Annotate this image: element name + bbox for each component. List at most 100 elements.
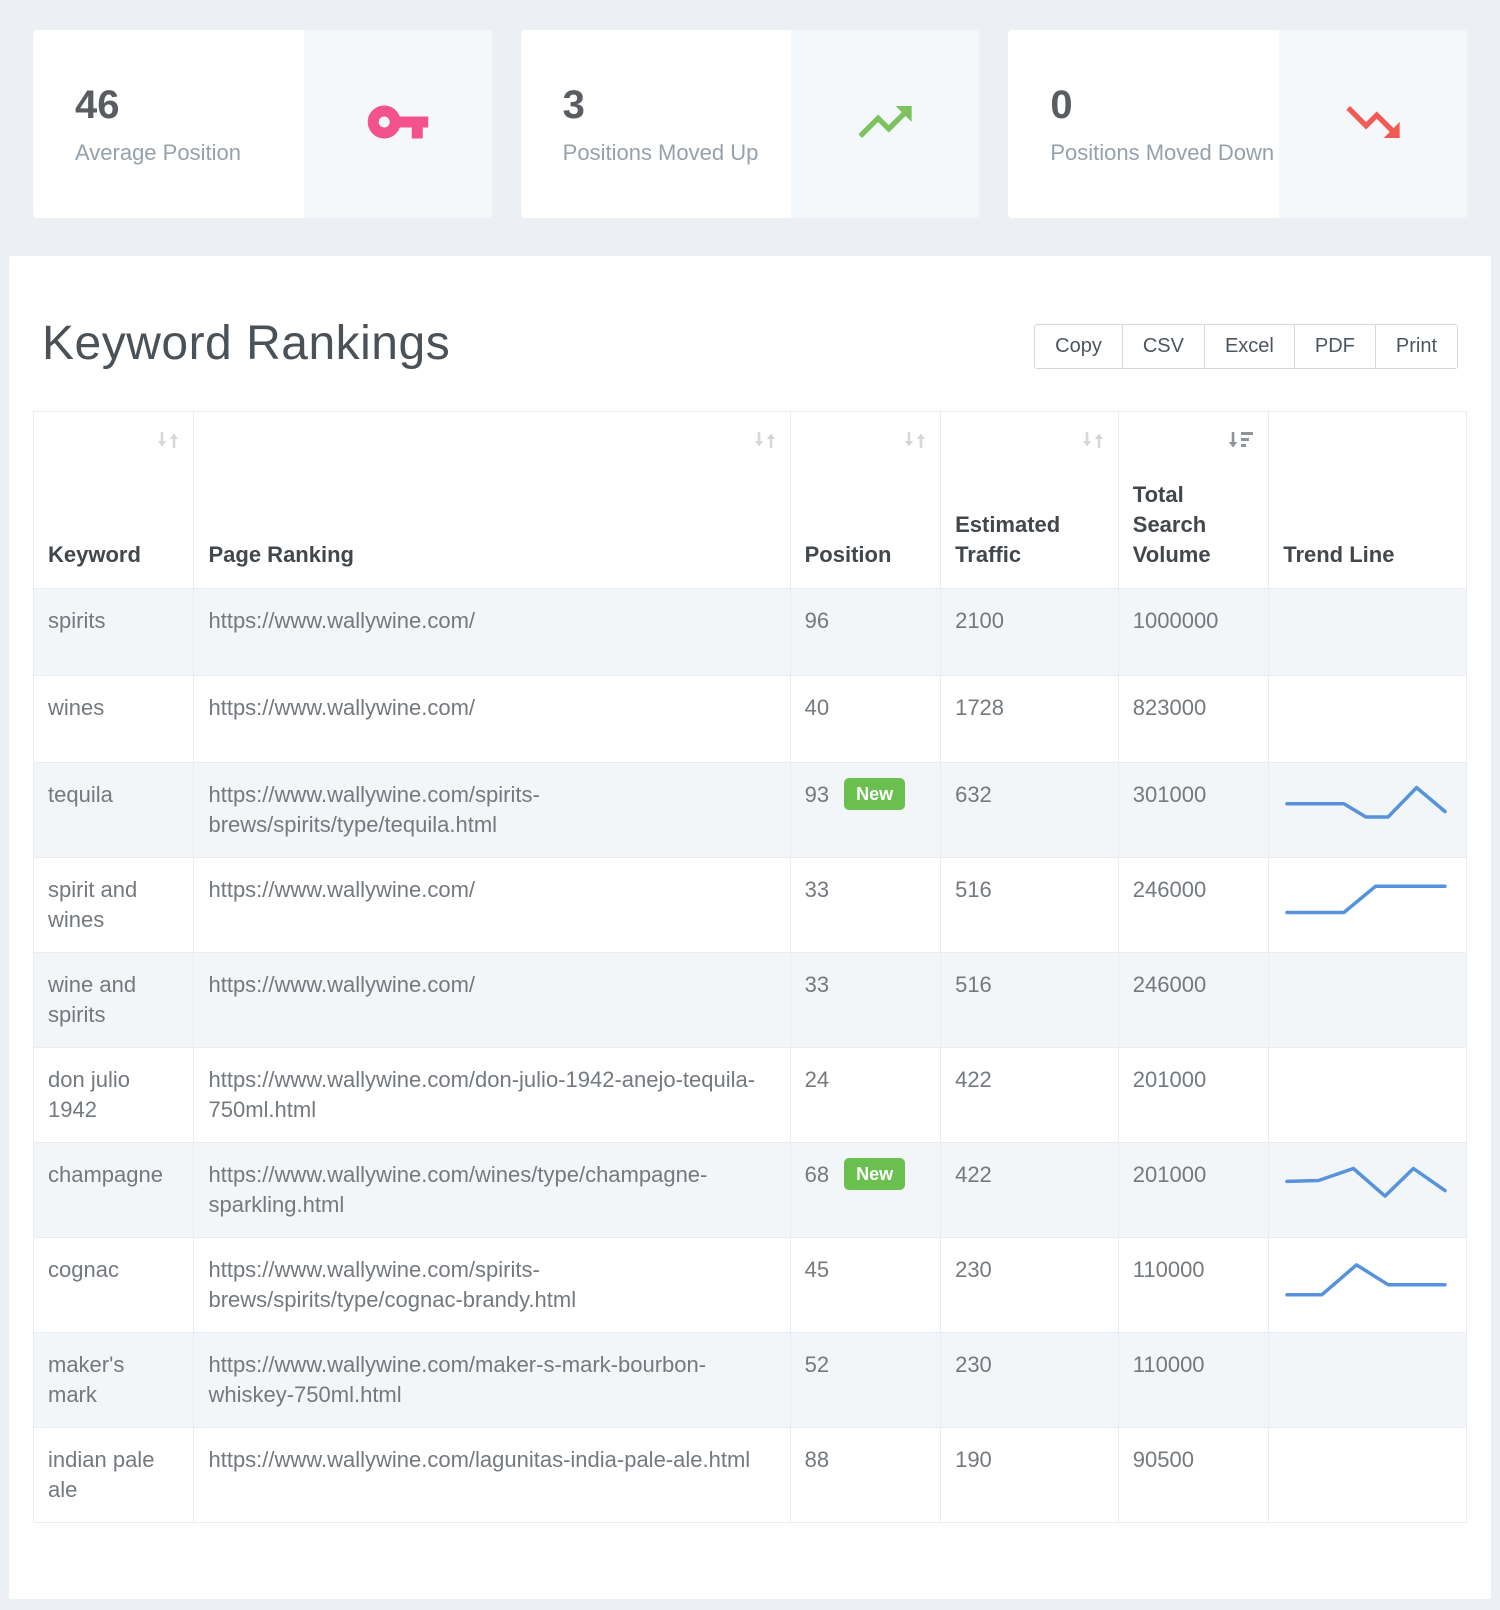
column-label: Total Search Volume: [1132, 482, 1211, 567]
column-header-keyword[interactable]: Keyword: [32, 411, 195, 589]
excel-button[interactable]: Excel: [1203, 324, 1295, 369]
trend-sparkline: [1281, 872, 1451, 930]
trend-sparkline: [1281, 1062, 1451, 1120]
position-cell: 52: [789, 1332, 942, 1428]
table-row: spirits https://www.wallywine.com/ 96 21…: [32, 588, 1467, 676]
search-volume-cell: 823000: [1117, 675, 1270, 763]
keyword-cell: don julio 1942: [32, 1047, 195, 1143]
positions-moved-up-value: 3: [562, 82, 585, 127]
new-badge: New: [844, 778, 906, 810]
page-ranking-cell: https://www.wallywine.com/: [193, 588, 791, 676]
sort-icon: [752, 428, 778, 458]
copy-button[interactable]: Copy: [1034, 324, 1123, 369]
table-row: cognac https://www.wallywine.com/spirits…: [32, 1237, 1467, 1333]
positions-moved-down-value: 0: [1050, 82, 1073, 127]
keyword-cell: maker's mark: [32, 1332, 195, 1428]
column-label: Keyword: [48, 542, 141, 567]
position-value: 52: [804, 1352, 830, 1377]
trend-sparkline: [1281, 690, 1451, 748]
keyword-cell: spirits: [32, 588, 195, 676]
table-header-row: Keyword Page Ranking Position: [32, 411, 1467, 589]
stat-info: 3 Positions Moved Up: [521, 30, 792, 218]
position-cell: 24: [789, 1047, 942, 1143]
estimated-traffic-cell: 632: [940, 762, 1119, 858]
page-title: Keyword Rankings: [42, 317, 451, 370]
keyword-rankings-panel: Keyword Rankings Copy CSV Excel PDF Prin…: [9, 256, 1491, 1599]
stat-info: 0 Positions Moved Down: [1008, 30, 1279, 218]
column-label: Trend Line: [1283, 542, 1395, 567]
table-row: indian pale ale https://www.wallywine.co…: [32, 1427, 1467, 1523]
pdf-button[interactable]: PDF: [1293, 324, 1376, 369]
estimated-traffic-cell: 1728: [940, 675, 1119, 763]
column-header-page-ranking[interactable]: Page Ranking: [193, 411, 791, 589]
page-ranking-cell: https://www.wallywine.com/maker-s-mark-b…: [193, 1332, 791, 1428]
csv-button[interactable]: CSV: [1121, 324, 1205, 369]
column-label: Page Ranking: [208, 542, 354, 567]
search-volume-cell: 110000: [1117, 1237, 1270, 1333]
sort-icon: [902, 428, 928, 458]
export-button-group: Copy CSV Excel PDF Print: [1034, 324, 1458, 369]
position-cell: 88: [789, 1427, 942, 1523]
search-volume-cell: 110000: [1117, 1332, 1270, 1428]
position-value: 24: [804, 1067, 830, 1092]
search-volume-cell: 246000: [1117, 952, 1270, 1048]
trend-line-cell: [1268, 1332, 1467, 1428]
position-value: 45: [804, 1257, 830, 1282]
average-position-label: Average Position: [75, 139, 241, 165]
page-ranking-cell: https://www.wallywine.com/spirits-brews/…: [193, 762, 791, 858]
search-volume-cell: 90500: [1117, 1427, 1270, 1523]
search-volume-cell: 201000: [1117, 1142, 1270, 1238]
stats-row: 46 Average Position 3 Positions Moved Up: [0, 0, 1500, 256]
sort-icon: [1080, 428, 1106, 458]
stat-iconbox: [1278, 30, 1467, 218]
table-row: don julio 1942 https://www.wallywine.com…: [32, 1047, 1467, 1143]
stat-card-positions-moved-up: 3 Positions Moved Up: [520, 30, 980, 218]
trend-line-cell: [1268, 1237, 1467, 1333]
position-cell: 33: [789, 952, 942, 1048]
table-row: champagne https://www.wallywine.com/wine…: [32, 1142, 1467, 1238]
estimated-traffic-cell: 2100: [940, 588, 1119, 676]
positions-moved-up-label: Positions Moved Up: [562, 139, 759, 165]
stat-iconbox: [791, 30, 980, 218]
print-button[interactable]: Print: [1374, 324, 1458, 369]
position-cell: 45: [789, 1237, 942, 1333]
table-row: spirit and wines https://www.wallywine.c…: [32, 857, 1467, 953]
trend-line-cell: [1268, 952, 1467, 1048]
trend-sparkline: [1281, 777, 1451, 835]
keyword-cell: champagne: [32, 1142, 195, 1238]
column-header-estimated-traffic[interactable]: Estimated Traffic: [940, 411, 1119, 589]
search-volume-cell: 246000: [1117, 857, 1270, 953]
position-value: 88: [804, 1447, 830, 1472]
column-header-position[interactable]: Position: [789, 411, 942, 589]
position-cell: 68 New: [789, 1142, 942, 1238]
keyword-cell: tequila: [32, 762, 195, 858]
trend-sparkline: [1281, 1347, 1451, 1405]
keyword-cell: cognac: [32, 1237, 195, 1333]
estimated-traffic-cell: 422: [940, 1047, 1119, 1143]
position-value: 40: [804, 695, 830, 720]
position-value: 93: [804, 782, 830, 807]
page-ranking-cell: https://www.wallywine.com/: [193, 857, 791, 953]
estimated-traffic-cell: 422: [940, 1142, 1119, 1238]
trend-line-cell: [1268, 1142, 1467, 1238]
keyword-cell: wine and spirits: [32, 952, 195, 1048]
position-cell: 93 New: [789, 762, 942, 858]
column-label: Estimated Traffic: [955, 512, 1061, 567]
keyword-rankings-table: Keyword Page Ranking Position: [32, 411, 1467, 1523]
table-row: maker's mark https://www.wallywine.com/m…: [32, 1332, 1467, 1428]
trend-sparkline: [1281, 1157, 1451, 1215]
table-row: wine and spirits https://www.wallywine.c…: [32, 952, 1467, 1048]
positions-moved-down-label: Positions Moved Down: [1050, 139, 1275, 165]
trend-sparkline: [1281, 967, 1451, 1025]
page-ranking-cell: https://www.wallywine.com/: [193, 675, 791, 763]
search-volume-cell: 201000: [1117, 1047, 1270, 1143]
page-ranking-cell: https://www.wallywine.com/spirits-brews/…: [193, 1237, 791, 1333]
column-header-trend-line[interactable]: Trend Line: [1268, 411, 1467, 589]
position-cell: 33: [789, 857, 942, 953]
estimated-traffic-cell: 516: [940, 952, 1119, 1048]
trend-sparkline: [1281, 603, 1451, 661]
new-badge: New: [844, 1158, 906, 1190]
column-header-total-search-volume[interactable]: Total Search Volume: [1117, 411, 1270, 589]
position-cell: 96: [789, 588, 942, 676]
keyword-cell: spirit and wines: [32, 857, 195, 953]
